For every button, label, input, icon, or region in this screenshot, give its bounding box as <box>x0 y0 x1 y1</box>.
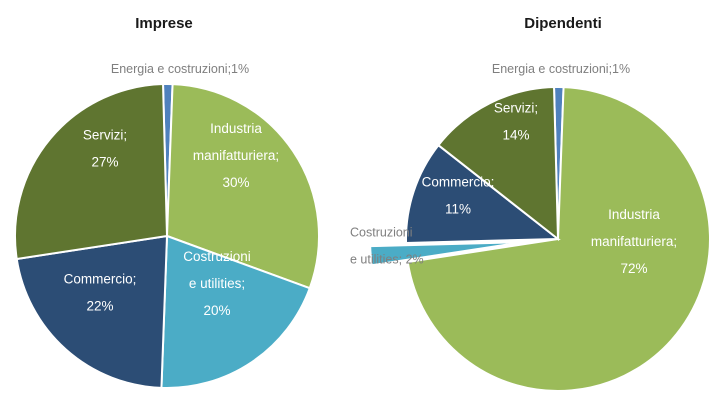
chart-title-dipendenti: Dipendenti <box>524 15 602 32</box>
pie-dipendenti: Energia e costruzioni;1% Industria manifat… <box>350 62 711 392</box>
chart-title-imprese: Imprese <box>135 15 193 32</box>
slice-label-servizi: Servizi; 14% <box>494 101 538 143</box>
slice-label-energia-e-costruzioni: Energia e costruzioni;1% <box>492 62 630 76</box>
pie-slice-commercio <box>15 234 169 389</box>
slice-label-servizi: Servizi; 27% <box>83 128 127 170</box>
slice-label-commercio: Commercio; 11% <box>422 175 495 217</box>
pie-slice-commercio <box>405 143 561 245</box>
slice-label-costruzioni-e-utilities: Costruzioni e utilities; 2% <box>350 226 424 267</box>
pie-slice-servizi <box>14 83 169 261</box>
pie-slice-costruzioni-e-utilities <box>369 241 523 267</box>
slice-label-energia-e-costruzioni: Energia e costruzioni;1% <box>111 62 249 76</box>
slice-label-costruzioni-e-utilities: Costruzioni e utilities; 20% <box>183 249 251 318</box>
slice-label-industria-manifatturiera: Industria manifatturiera; 30% <box>193 121 279 190</box>
pie-slice-servizi <box>436 86 560 242</box>
slice-label-industria-manifatturiera: Industria manifatturiera; 72% <box>591 207 677 276</box>
pie-imprese: Energia e costruzioni;1% Industria manifat… <box>14 62 320 389</box>
slice-label-commercio: Commercio; 22% <box>64 272 137 314</box>
pie-slice-costruzioni-e-utilities <box>160 234 312 389</box>
pie-slice-industria-manifatturiera <box>165 83 320 290</box>
